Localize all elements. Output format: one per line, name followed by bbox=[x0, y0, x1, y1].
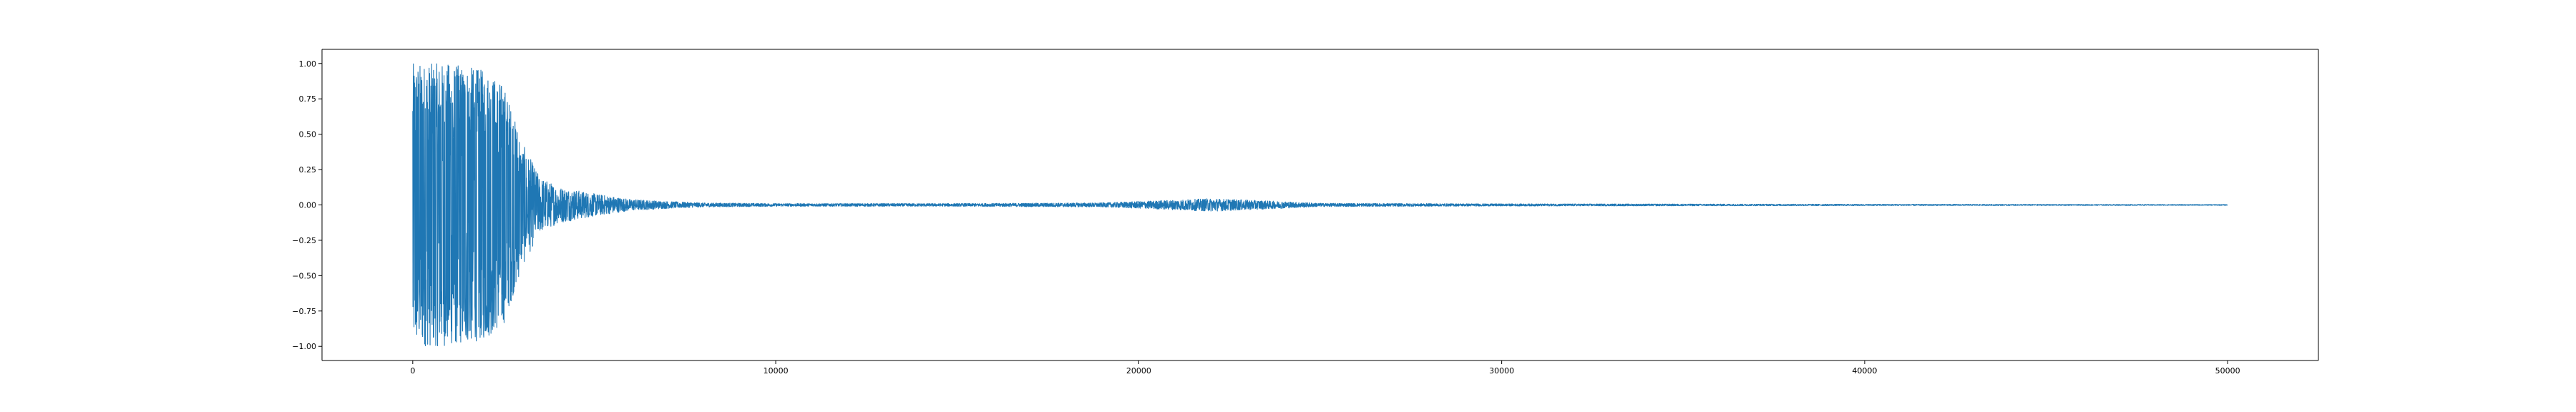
axes: 0 10000 20000 30000 40000 50000 1.00 0.75 0.50 0.… bbox=[292, 49, 2319, 376]
y-tick-label-7: −0.75 bbox=[292, 307, 316, 316]
y-tick-label-1: 0.75 bbox=[299, 94, 317, 104]
y-tick-label-2: 0.50 bbox=[299, 130, 317, 139]
y-tick-label-8: −1.00 bbox=[292, 342, 316, 351]
x-tick-label-5: 50000 bbox=[2215, 366, 2240, 376]
x-tick-label-1: 10000 bbox=[763, 366, 789, 376]
x-tick-label-2: 20000 bbox=[1126, 366, 1151, 376]
x-tick-label-4: 40000 bbox=[1852, 366, 1877, 376]
y-tick-label-6: −0.50 bbox=[292, 271, 316, 280]
x-tick-label-0: 0 bbox=[410, 366, 415, 376]
x-tick-label-3: 30000 bbox=[1489, 366, 1514, 376]
series-line-0 bbox=[412, 63, 2228, 347]
y-tick-label-4: 0.00 bbox=[299, 201, 317, 210]
y-tick-label-0: 1.00 bbox=[299, 59, 317, 69]
plot-area bbox=[412, 63, 2228, 347]
y-tick-label-5: −0.25 bbox=[292, 236, 316, 245]
y-tick-label-3: 0.25 bbox=[299, 165, 317, 175]
